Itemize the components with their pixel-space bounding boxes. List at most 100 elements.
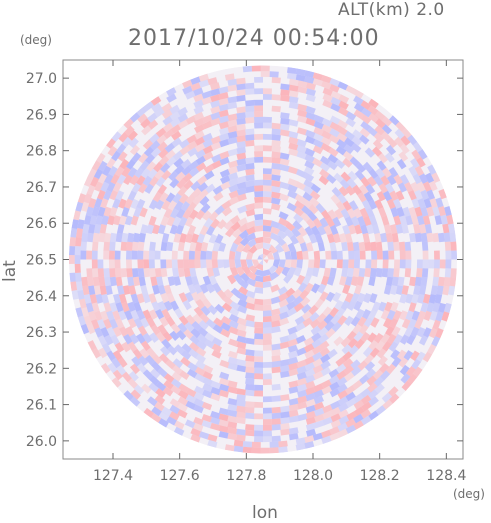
radar-cell (136, 333, 146, 344)
radar-cell (278, 446, 288, 453)
radar-cell (235, 266, 245, 277)
radar-cell (236, 89, 246, 96)
radar-cell (194, 142, 206, 153)
radar-cell (103, 318, 112, 330)
radar-cell (278, 217, 289, 227)
radar-cell (428, 180, 438, 192)
radar-cell (83, 294, 92, 304)
radar-cell (210, 141, 222, 151)
radar-cell (422, 250, 429, 260)
radar-cell (138, 183, 148, 194)
radar-cell (245, 290, 256, 299)
radar-cell (329, 84, 340, 93)
radar-cell (408, 190, 417, 201)
radar-cell (155, 127, 167, 138)
radar-cell (165, 316, 176, 327)
radar-cell (398, 357, 409, 368)
radar-cell (211, 250, 218, 260)
radar-cell (236, 123, 246, 131)
radar-cell (431, 172, 441, 183)
radar-cell (381, 268, 389, 278)
radar-cell (288, 368, 299, 377)
radar-cell (118, 215, 127, 226)
radar-cell (214, 233, 224, 244)
radar-cell (183, 250, 190, 260)
radar-cell (190, 328, 201, 339)
radar-cell (321, 136, 332, 146)
radar-cell (313, 395, 324, 405)
radar-cell (99, 285, 107, 296)
radar-cell (109, 302, 118, 313)
radar-cell (404, 182, 414, 193)
radar-cell (236, 141, 246, 149)
radar-cell (271, 349, 281, 357)
radar-cell (296, 139, 307, 148)
radar-cell (254, 116, 263, 123)
radar-cell (114, 166, 125, 177)
radar-cell (227, 101, 238, 110)
radar-cell (151, 406, 162, 417)
radar-cell (153, 161, 164, 173)
radar-cell (399, 143, 410, 155)
radar-cell (378, 207, 387, 218)
radar-cell (187, 147, 198, 157)
radar-cell (385, 232, 394, 243)
radar-cell (259, 259, 263, 266)
radar-cell (321, 429, 332, 439)
radar-cell (194, 250, 201, 260)
radar-cell (269, 271, 280, 281)
radar-cell (386, 363, 397, 375)
radar-cell (372, 369, 384, 380)
radar-cell (157, 324, 167, 335)
radar-cell (219, 383, 229, 392)
radar-cell (271, 168, 281, 176)
radar-cell (175, 171, 186, 182)
radar-cell (296, 274, 306, 285)
radar-cell (123, 334, 133, 345)
radar-cell (167, 276, 176, 287)
radar-cell (401, 318, 411, 329)
radar-cell (271, 128, 281, 136)
radar-cell (305, 135, 316, 145)
radar-cell (449, 277, 457, 287)
radar-cell (322, 87, 333, 96)
radar-cell (288, 362, 299, 371)
radar-cell (368, 340, 379, 351)
radar-cell (263, 430, 272, 437)
radar-cell (271, 145, 281, 153)
radar-cell (375, 340, 386, 351)
radar-cell (358, 241, 366, 251)
radar-cell (96, 152, 106, 164)
radar-cell (183, 259, 190, 269)
radar-cell (414, 165, 425, 177)
radar-cell (359, 324, 369, 335)
radar-cell (92, 232, 100, 243)
radar-cell (313, 120, 324, 130)
radar-cell (203, 217, 214, 229)
radar-cell (218, 407, 229, 416)
radar-cell (369, 215, 378, 226)
radar-cell (329, 388, 341, 398)
radar-cell (366, 224, 374, 235)
radar-cell (367, 332, 377, 343)
radar-cell (245, 401, 255, 408)
radar-cell (311, 332, 322, 342)
radar-cell (178, 390, 189, 400)
radar-cell (345, 385, 356, 395)
radar-cell (346, 330, 357, 341)
radar-cell (351, 135, 363, 146)
radar-cell (193, 118, 205, 127)
radar-cell (288, 131, 299, 139)
radar-cell (305, 392, 316, 402)
radar-cell (363, 316, 374, 328)
radar-cell (360, 331, 371, 343)
radar-cell (236, 129, 246, 137)
radar-cell (182, 85, 193, 95)
radar-cell (150, 413, 162, 423)
radar-cell (169, 208, 179, 219)
radar-cell (193, 93, 204, 103)
radar-cell (79, 298, 87, 309)
radar-cell (389, 190, 399, 201)
radar-cell (308, 259, 315, 269)
radar-cell (254, 122, 263, 129)
